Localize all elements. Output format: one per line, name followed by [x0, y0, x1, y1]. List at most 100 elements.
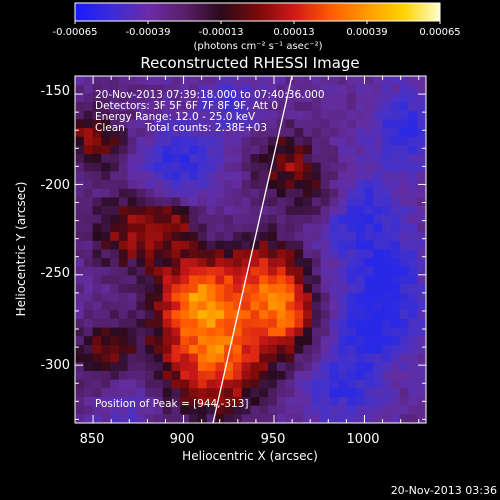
image-pixel — [303, 292, 313, 303]
image-pixel — [303, 154, 313, 164]
image-pixel — [127, 327, 138, 337]
image-pixel — [162, 180, 173, 190]
image-pixel — [171, 284, 181, 294]
image-pixel — [171, 370, 181, 381]
image-pixel — [206, 362, 217, 372]
image-pixel — [276, 275, 287, 285]
image-pixel — [206, 275, 217, 285]
image-pixel — [338, 145, 348, 155]
image-pixel — [382, 266, 392, 277]
image-pixel — [294, 197, 304, 207]
image-pixel — [75, 93, 85, 103]
image-pixel — [303, 188, 313, 199]
image-pixel — [118, 414, 129, 423]
image-pixel — [83, 162, 94, 173]
image-pixel — [347, 197, 357, 207]
image-pixel — [268, 405, 278, 415]
image-pixel — [241, 344, 252, 355]
image-pixel — [408, 93, 418, 103]
image-pixel — [171, 162, 181, 173]
image-pixel — [206, 119, 217, 129]
image-pixel — [408, 162, 418, 173]
image-pixel — [110, 344, 120, 355]
image-pixel — [232, 396, 243, 407]
image-pixel — [338, 232, 348, 242]
image-pixel — [241, 249, 252, 259]
image-pixel — [118, 310, 129, 320]
image-pixel — [311, 301, 322, 311]
image-pixel — [294, 171, 304, 181]
image-pixel — [101, 214, 111, 225]
image-pixel — [250, 379, 260, 389]
image-pixel — [189, 405, 199, 415]
image-pixel — [320, 84, 331, 94]
image-pixel — [329, 344, 339, 355]
image-pixel — [136, 388, 146, 398]
image-pixel — [241, 197, 252, 207]
image-pixel — [171, 119, 181, 129]
image-pixel — [250, 145, 260, 155]
image-pixel — [180, 154, 190, 164]
image-pixel — [136, 336, 146, 346]
image-pixel — [311, 258, 322, 268]
image-pixel — [171, 240, 181, 251]
image-pixel — [417, 336, 426, 346]
image-pixel — [189, 240, 199, 251]
image-pixel — [390, 223, 401, 233]
image-pixel — [101, 128, 111, 138]
image-pixel — [355, 275, 366, 285]
image-pixel — [162, 145, 173, 155]
image-pixel — [101, 93, 111, 103]
image-pixel — [268, 310, 278, 320]
image-pixel — [197, 275, 208, 285]
image-pixel — [364, 318, 374, 329]
image-pixel — [75, 232, 85, 242]
image-pixel — [311, 110, 322, 120]
image-pixel — [294, 223, 304, 233]
image-pixel — [215, 310, 225, 320]
image-pixel — [311, 232, 322, 242]
image-pixel — [162, 197, 173, 207]
image-pixel — [408, 84, 418, 94]
image-pixel — [338, 327, 348, 337]
image-pixel — [83, 318, 94, 329]
image-pixel — [408, 405, 418, 415]
image-pixel — [276, 301, 287, 311]
image-pixel — [294, 405, 304, 415]
image-pixel — [180, 206, 190, 216]
image-pixel — [364, 232, 374, 242]
image-pixel — [232, 327, 243, 337]
image-pixel — [303, 197, 313, 207]
image-pixel — [329, 266, 339, 277]
image-pixel — [180, 76, 190, 86]
image-pixel — [92, 370, 102, 381]
image-pixel — [180, 318, 190, 329]
image-pixel — [408, 206, 418, 216]
image-pixel — [136, 284, 146, 294]
image-pixel — [259, 136, 269, 147]
image-pixel — [153, 310, 164, 320]
image-pixel — [171, 145, 181, 155]
image-pixel — [268, 292, 278, 303]
image-pixel — [241, 388, 252, 398]
image-pixel — [320, 292, 331, 303]
image-pixel — [355, 301, 366, 311]
image-pixel — [153, 362, 164, 372]
image-pixel — [382, 405, 392, 415]
image-pixel — [215, 136, 225, 147]
image-pixel — [197, 206, 208, 216]
image-pixel — [320, 223, 331, 233]
image-pixel — [373, 214, 383, 225]
image-pixel — [162, 405, 173, 415]
image-pixel — [162, 84, 173, 94]
image-pixel — [329, 414, 339, 423]
image-pixel — [92, 162, 102, 173]
image-pixel — [347, 258, 357, 268]
image-pixel — [320, 154, 331, 164]
image-pixel — [294, 327, 304, 337]
image-pixel — [355, 240, 366, 251]
image-pixel — [215, 336, 225, 346]
image-pixel — [206, 145, 217, 155]
image-pixel — [101, 405, 111, 415]
image-pixel — [329, 292, 339, 303]
